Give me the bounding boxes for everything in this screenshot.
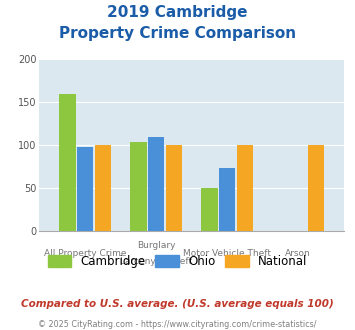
Text: Larceny & Theft: Larceny & Theft	[120, 257, 192, 266]
Legend: Cambridge, Ohio, National: Cambridge, Ohio, National	[43, 250, 312, 273]
Bar	[308, 145, 324, 231]
Bar	[77, 147, 93, 231]
Bar	[95, 145, 111, 231]
Text: All Property Crime: All Property Crime	[44, 249, 126, 258]
Text: Burglary: Burglary	[137, 241, 175, 250]
Text: © 2025 CityRating.com - https://www.cityrating.com/crime-statistics/: © 2025 CityRating.com - https://www.city…	[38, 320, 317, 329]
Text: Property Crime Comparison: Property Crime Comparison	[59, 26, 296, 41]
Bar	[130, 142, 147, 231]
Text: Compared to U.S. average. (U.S. average equals 100): Compared to U.S. average. (U.S. average …	[21, 299, 334, 309]
Bar	[148, 137, 164, 231]
Bar	[201, 188, 218, 231]
Bar	[237, 145, 253, 231]
Bar	[59, 94, 76, 231]
Text: Arson: Arson	[285, 249, 311, 258]
Bar	[219, 168, 235, 231]
Text: 2019 Cambridge: 2019 Cambridge	[107, 5, 248, 20]
Text: Motor Vehicle Theft: Motor Vehicle Theft	[183, 249, 271, 258]
Bar	[166, 145, 182, 231]
